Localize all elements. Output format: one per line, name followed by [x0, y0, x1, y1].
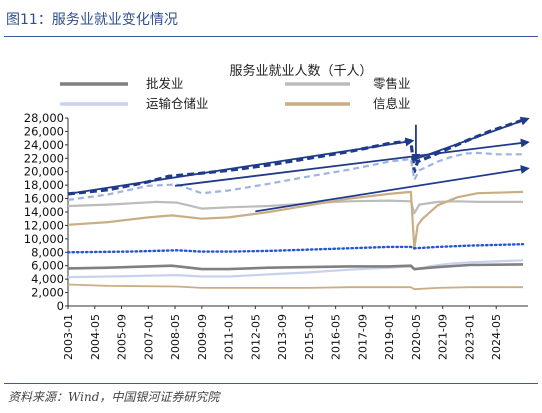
x-tick-label: 2023-01 — [463, 314, 476, 360]
x-tick-label: 2007-01 — [142, 314, 155, 360]
series-line-dotted-dotted — [66, 243, 525, 254]
x-tick-label: 2020-05 — [410, 314, 423, 360]
y-tick-label: 8,000 — [31, 245, 64, 259]
y-tick-label: 16,000 — [24, 192, 64, 206]
x-tick-label: 2003-01 — [62, 314, 75, 360]
x-tick-label: 2012-05 — [249, 314, 262, 360]
x-tick-label: 2021-09 — [437, 314, 450, 360]
y-tick-label: 12,000 — [24, 218, 64, 232]
legend-label-wholesale: 批发业 — [146, 76, 184, 91]
trend-arrows — [67, 116, 530, 213]
series-line-information-solid — [67, 190, 524, 250]
legend-label-information: 信息业 — [373, 96, 411, 111]
x-tick-label: 2019-01 — [383, 314, 396, 360]
y-tick-label: 18,000 — [24, 178, 64, 192]
legend-label-transport: 运输仓储业 — [146, 96, 209, 111]
source-note: 资料来源：Wind，中国银河证券研究院 — [8, 390, 220, 404]
trend-arrow — [67, 137, 415, 195]
series-line-transport-solid — [67, 259, 524, 279]
x-tick-label: 2008-05 — [169, 314, 182, 360]
y-tick-label: 0 — [57, 299, 64, 313]
y-tick-label: 6,000 — [31, 259, 64, 273]
figure-label: 图11：服务业就业变化情况 — [6, 12, 178, 28]
bottom-rule — [4, 383, 538, 384]
x-tick-label: 2015-01 — [303, 314, 316, 360]
y-tick-label: 26,000 — [24, 124, 64, 138]
x-tick-label: 2004-05 — [89, 314, 102, 360]
x-tick-label: 2011-01 — [223, 314, 236, 360]
y-axis: 02,0004,0006,0008,00010,00012,00014,0001… — [24, 111, 69, 313]
y-tick-label: 22,000 — [24, 151, 64, 165]
y-tick-label: 2,000 — [31, 286, 64, 300]
x-axis: 2003-01 2004-05 2005-09 2007-01 2008-05 2009-… — [62, 305, 528, 360]
chart-title: 服务业就业人数（千人） — [229, 63, 372, 79]
y-tick-label: 20,000 — [24, 165, 64, 179]
trend-arrow — [417, 116, 530, 160]
series-line-wholesale-solid-thick — [67, 263, 524, 271]
y-tick-label: 10,000 — [24, 232, 64, 246]
x-tick-label: 2009-09 — [196, 314, 209, 360]
trend-arrow — [174, 138, 530, 187]
trend-arrow — [255, 165, 530, 213]
x-tick-label: 2017-09 — [356, 314, 369, 360]
y-tick-label: 4,000 — [31, 272, 64, 286]
y-tick-label: 28,000 — [24, 111, 64, 125]
x-tick-label: 2013-09 — [276, 314, 289, 360]
x-tick-label: 2024-05 — [490, 314, 503, 360]
x-tick-label: 2005-09 — [116, 314, 129, 360]
y-tick-label: 14,000 — [24, 205, 64, 219]
x-tick-label: 2016-05 — [330, 314, 343, 360]
series-line-blue_light_dashed-dashed — [67, 151, 523, 201]
legend-label-retail: 零售业 — [373, 76, 411, 91]
y-tick-label: 24,000 — [24, 138, 64, 152]
top-rule — [4, 36, 538, 37]
series-line-information-solid-light — [67, 283, 523, 291]
